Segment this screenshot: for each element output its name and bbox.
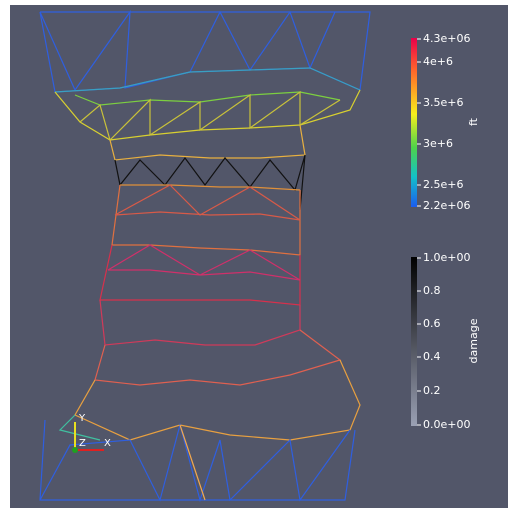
damage-colorbar [411, 257, 417, 426]
damage-label: 0.0e+00 [423, 418, 470, 431]
axis-y-label: Y [78, 413, 86, 424]
axis-z-label: Z [79, 438, 86, 449]
damage-label: 0.2 [423, 384, 441, 397]
damage-label: 1.0e+00 [423, 251, 470, 264]
ft-label: 2.2e+06 [423, 199, 470, 212]
ft-label: 3e+6 [423, 137, 453, 150]
orientation-axes [72, 422, 104, 453]
ft-label: 2.5e+6 [423, 178, 463, 191]
ft-colorbar [411, 38, 417, 207]
ft-label: 3.5e+6 [423, 96, 463, 109]
damage-label: 0.8 [423, 284, 441, 297]
render-background [10, 5, 508, 508]
axis-x-label: X [104, 438, 111, 449]
ft-ticks [417, 38, 421, 207]
ft-label: 4e+6 [423, 55, 453, 68]
damage-ticks [417, 257, 421, 426]
mesh [39, 9, 371, 503]
damage-label: 0.6 [423, 317, 441, 330]
ft-title: ft [467, 117, 480, 126]
ft-label: 4.3e+06 [423, 32, 470, 45]
damage-label: 0.4 [423, 350, 441, 363]
damage-title: damage [467, 318, 480, 363]
